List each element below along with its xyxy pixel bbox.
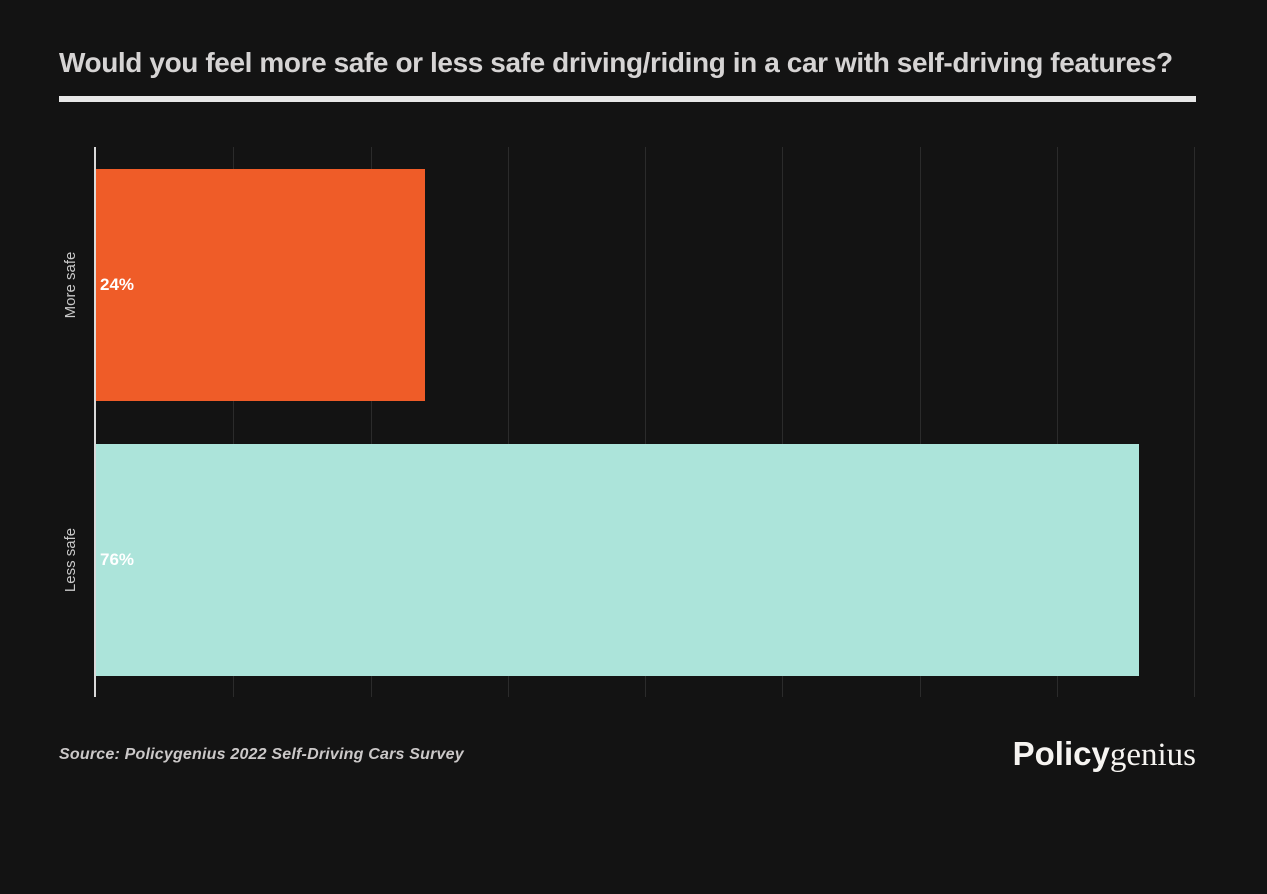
bar-value-label: 76%	[100, 549, 135, 569]
gridline	[370, 147, 372, 697]
y-axis-label: Less safe	[62, 527, 79, 592]
policygenius-logo: Policygenius	[1013, 735, 1196, 774]
bar-value-label: 24%	[100, 274, 135, 294]
logo-text-policy: Policy	[1012, 735, 1110, 772]
bar-row: Less safe 76%	[62, 422, 1194, 697]
footer: Source: Policygenius 2022 Self-Driving C…	[59, 735, 1196, 774]
source-note: Source: Policygenius 2022 Self-Driving C…	[59, 745, 464, 763]
gridline	[919, 147, 921, 697]
gridline	[507, 147, 509, 697]
gridline	[782, 147, 784, 697]
header: Would you feel more safe or less safe dr…	[0, 0, 1267, 94]
plot-area: More safe 24% Less safe 76%	[62, 147, 1195, 697]
bar-more-safe: 24%	[96, 168, 426, 401]
chart-title: Would you feel more safe or less safe dr…	[59, 47, 1173, 78]
bar-less-safe: 76%	[96, 443, 1140, 676]
y-axis-label: More safe	[62, 251, 79, 318]
gridline	[645, 147, 646, 697]
bar-chart: More safe 24% Less safe 76%	[62, 147, 1267, 697]
title-divider	[59, 96, 1196, 102]
logo-text-genius: genius	[1109, 737, 1196, 773]
gridline	[1194, 147, 1195, 697]
gridline	[233, 147, 235, 697]
gridline	[1056, 147, 1058, 697]
bar-row: More safe 24%	[62, 147, 1194, 422]
